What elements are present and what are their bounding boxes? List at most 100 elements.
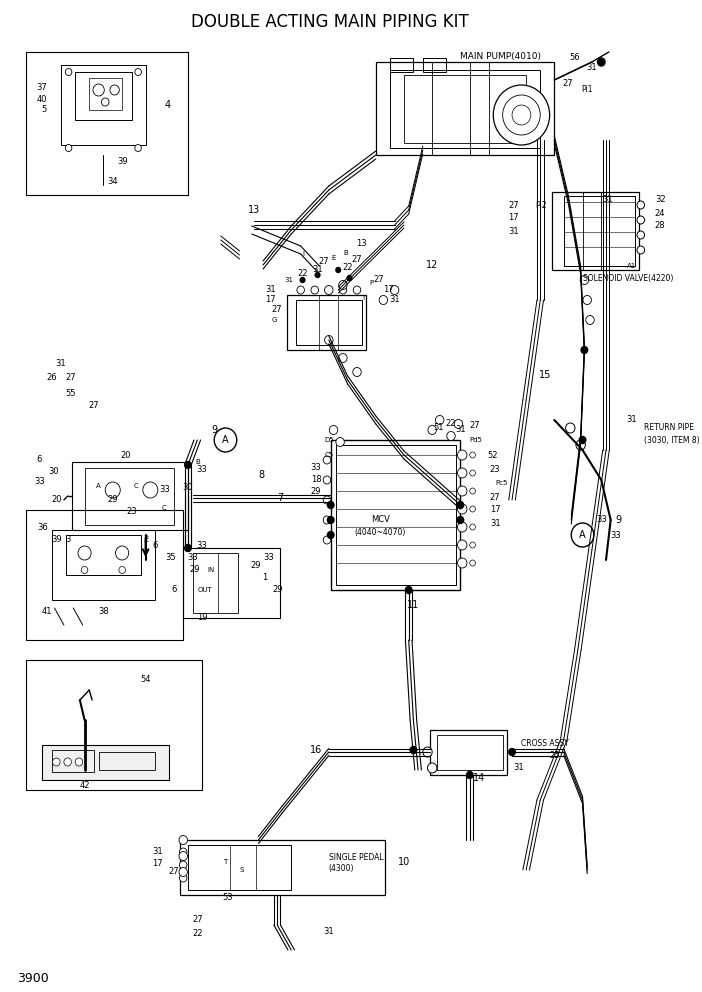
Circle shape [64, 758, 72, 766]
Text: 31: 31 [508, 227, 519, 236]
Circle shape [637, 231, 644, 239]
Text: 33: 33 [159, 485, 170, 494]
Text: Pi2: Pi2 [536, 200, 547, 209]
Circle shape [390, 286, 399, 295]
Text: 14: 14 [473, 773, 485, 783]
Text: 27: 27 [168, 867, 179, 877]
Text: 29: 29 [273, 585, 284, 594]
Circle shape [637, 246, 644, 254]
Text: 17: 17 [265, 296, 276, 305]
Text: 33: 33 [197, 465, 207, 474]
Circle shape [423, 747, 432, 757]
Circle shape [179, 867, 187, 877]
Text: 11: 11 [407, 600, 420, 610]
Circle shape [180, 848, 187, 856]
Text: 29: 29 [107, 495, 118, 505]
Text: 31: 31 [587, 62, 597, 71]
Circle shape [406, 586, 412, 593]
Bar [26, 510, 183, 640]
Text: 31: 31 [152, 847, 163, 856]
Text: 27: 27 [490, 492, 501, 502]
Text: 24: 24 [655, 208, 665, 217]
Bar [390, 58, 413, 72]
Text: 29: 29 [251, 560, 261, 569]
Circle shape [339, 286, 347, 294]
Circle shape [179, 835, 187, 844]
Circle shape [110, 85, 119, 95]
Text: 17: 17 [383, 286, 393, 295]
Circle shape [325, 286, 333, 294]
Circle shape [576, 440, 585, 450]
Text: 39: 39 [117, 158, 128, 167]
Text: 15: 15 [538, 370, 551, 380]
Bar [72, 462, 188, 530]
Circle shape [323, 496, 331, 504]
Text: 20: 20 [51, 495, 62, 505]
Text: 33: 33 [197, 541, 207, 550]
Bar [286, 295, 366, 350]
Text: 26: 26 [46, 374, 57, 383]
Text: 31: 31 [490, 520, 501, 529]
Text: 37: 37 [37, 83, 47, 92]
Circle shape [336, 268, 340, 273]
Text: 17: 17 [508, 213, 519, 222]
Circle shape [379, 296, 388, 305]
Text: 41: 41 [41, 607, 52, 616]
Circle shape [580, 276, 588, 285]
Text: 4: 4 [164, 100, 171, 110]
Text: 27: 27 [469, 421, 479, 430]
Text: 27: 27 [319, 258, 329, 267]
Text: A1: A1 [627, 263, 636, 269]
Circle shape [458, 486, 467, 496]
Text: 33: 33 [310, 463, 322, 472]
Circle shape [458, 558, 467, 568]
Circle shape [119, 566, 126, 573]
Text: 27: 27 [192, 916, 203, 925]
Circle shape [185, 545, 191, 552]
Bar [183, 548, 280, 618]
Circle shape [579, 436, 585, 443]
Bar [192, 553, 238, 613]
Text: T: T [362, 295, 366, 301]
Text: 17: 17 [490, 506, 501, 515]
Circle shape [454, 420, 463, 429]
Circle shape [470, 488, 475, 494]
Circle shape [637, 216, 644, 224]
Circle shape [470, 524, 475, 530]
Circle shape [105, 482, 120, 498]
Circle shape [428, 426, 437, 434]
Text: P: P [369, 280, 373, 286]
Text: CROSS ASSY: CROSS ASSY [522, 738, 569, 748]
Circle shape [637, 201, 644, 209]
Text: 35: 35 [166, 553, 176, 561]
Circle shape [81, 566, 88, 573]
Text: 27: 27 [352, 256, 362, 265]
Circle shape [323, 516, 331, 524]
Circle shape [435, 416, 444, 425]
Text: 33: 33 [263, 554, 274, 562]
Circle shape [297, 286, 305, 294]
Text: 12: 12 [426, 260, 438, 270]
Circle shape [446, 432, 455, 440]
Bar [296, 300, 362, 345]
Text: MCV: MCV [371, 516, 390, 525]
Text: B: B [195, 459, 199, 465]
Text: 1: 1 [263, 572, 267, 581]
Text: 2: 2 [143, 536, 148, 545]
Circle shape [470, 560, 475, 566]
Text: 27: 27 [508, 200, 519, 209]
Text: 31: 31 [455, 426, 465, 434]
Text: 5: 5 [41, 105, 47, 114]
Text: 22: 22 [297, 269, 307, 278]
Bar [188, 845, 291, 890]
Text: (4040~4070): (4040~4070) [355, 528, 406, 537]
Text: (3030, ITEM 8): (3030, ITEM 8) [644, 435, 699, 444]
Circle shape [329, 426, 338, 434]
Text: 16: 16 [310, 745, 322, 755]
Text: (4300): (4300) [329, 863, 355, 873]
Circle shape [353, 367, 362, 377]
Circle shape [324, 286, 333, 295]
Text: A: A [222, 435, 229, 445]
Text: C5: C5 [324, 452, 333, 458]
Circle shape [338, 281, 347, 290]
